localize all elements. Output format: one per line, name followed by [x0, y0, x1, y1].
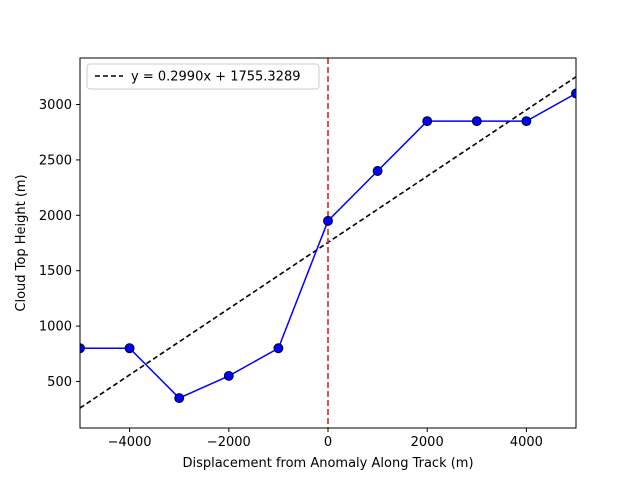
legend-label: y = 0.2990x + 1755.3289 [131, 70, 301, 85]
data-point [422, 116, 433, 127]
x-axis-label: Displacement from Anomaly Along Track (m… [182, 456, 473, 471]
plot-content [80, 58, 576, 428]
legend-box [86, 63, 320, 90]
data-point [323, 215, 333, 226]
data-point [223, 370, 234, 381]
data-point [571, 88, 576, 99]
data-point [124, 343, 135, 354]
data-point [372, 166, 383, 176]
y-tick-label: 2500 [39, 153, 72, 168]
y-tick-label: 500 [47, 375, 72, 390]
data-point [521, 116, 532, 127]
x-tick-label: −2000 [207, 435, 251, 450]
data-point [80, 343, 85, 354]
data-point [174, 393, 185, 404]
x-tick-label: 4000 [510, 435, 543, 450]
y-tick-label: 3000 [39, 98, 72, 113]
axes: −4000 −2000 0 2000 4000 500 1000 1500 2000 2500 30… [39, 57, 577, 450]
y-tick-label: 1500 [39, 264, 72, 279]
plot-area [80, 58, 576, 428]
data-point [273, 343, 284, 354]
y-axis-label: Cloud Top Height (m) [14, 174, 29, 311]
y-tick-label: 2000 [39, 209, 72, 224]
data-point [471, 116, 482, 127]
y-tick-label: 1000 [39, 320, 72, 335]
x-tick-label: −4000 [108, 435, 152, 450]
legend: y = 0.2990x + 1755.3289 [86, 63, 320, 90]
x-tick-label: 0 [324, 435, 332, 450]
x-tick-label: 2000 [411, 435, 444, 450]
